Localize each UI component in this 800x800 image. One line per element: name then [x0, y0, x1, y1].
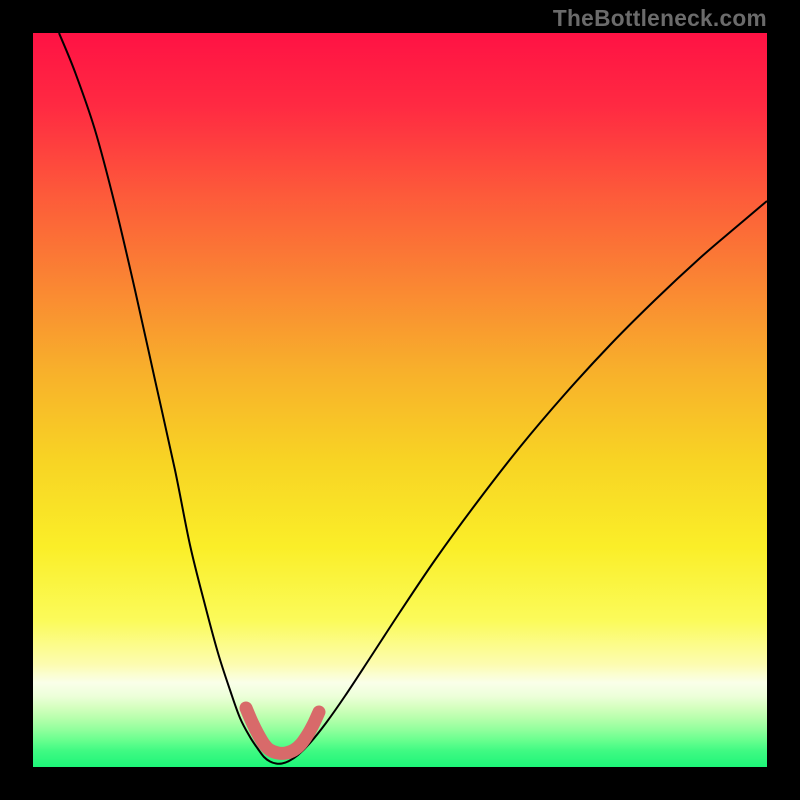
bottleneck-curve-chart — [33, 33, 767, 767]
gradient-background — [33, 33, 767, 767]
chart-inner-area — [33, 33, 767, 767]
watermark-text: TheBottleneck.com — [553, 5, 767, 32]
